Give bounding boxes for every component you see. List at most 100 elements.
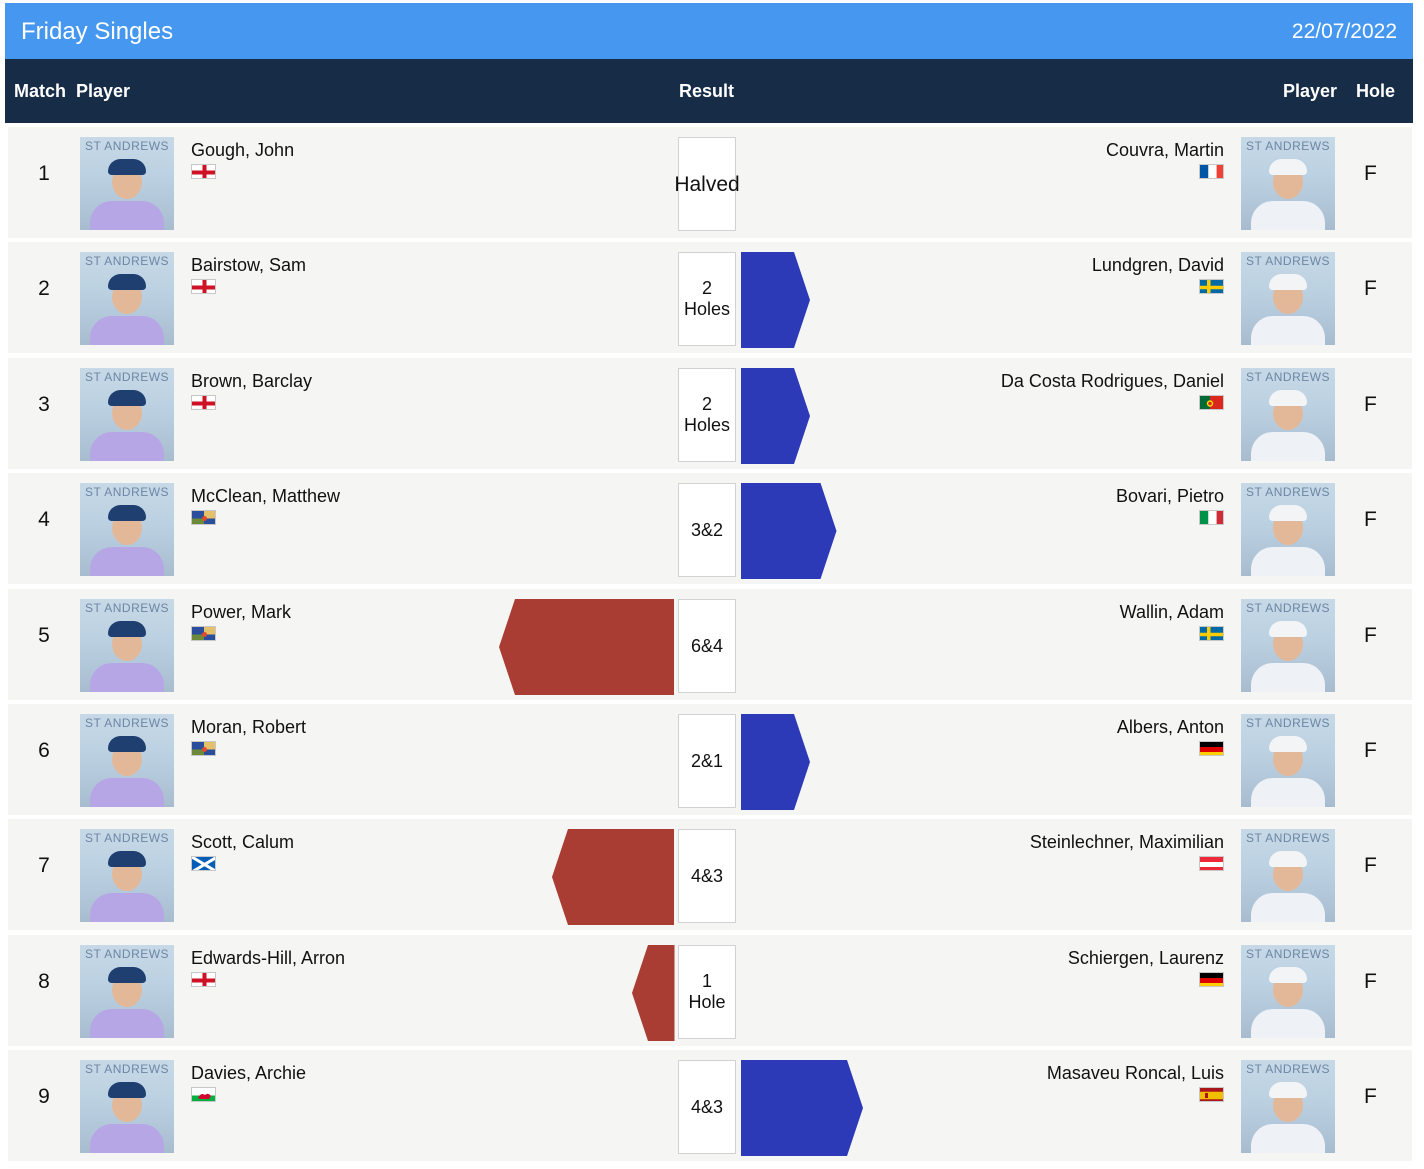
match-row: 1 ST ANDREWS Gough, John Halved Couvra, Mart… xyxy=(8,127,1412,238)
match-number: 9 xyxy=(38,1085,50,1108)
match-row: 7 ST ANDREWS Scott, Calum 4&3 Steinlechner, … xyxy=(8,819,1412,930)
match-result: 2 Holes xyxy=(678,252,736,346)
photo-caption: ST ANDREWS xyxy=(1245,139,1331,153)
photo-caption: ST ANDREWS xyxy=(84,831,170,845)
match-hole: F xyxy=(1364,970,1377,993)
left-player-photo: ST ANDREWS xyxy=(80,945,174,1038)
right-flag-icon xyxy=(1199,395,1224,410)
match-result: Halved xyxy=(674,137,740,231)
right-player-name: Albers, Anton xyxy=(1116,717,1224,737)
left-flag-icon xyxy=(191,741,216,756)
photo-caption: ST ANDREWS xyxy=(1245,370,1331,384)
left-player-photo: ST ANDREWS xyxy=(80,252,174,345)
photo-caption: ST ANDREWS xyxy=(84,601,170,615)
photo-caption: ST ANDREWS xyxy=(84,139,170,153)
right-player-name: Wallin, Adam xyxy=(1119,602,1224,622)
match-number: 7 xyxy=(38,854,50,877)
right-flag-icon xyxy=(1199,972,1224,987)
photo-caption: ST ANDREWS xyxy=(84,1062,170,1076)
match-result: 2 Holes xyxy=(678,368,736,462)
match-number: 3 xyxy=(38,393,50,416)
match-result: 6&4 xyxy=(678,599,736,693)
left-player-name: Davies, Archie xyxy=(191,1063,307,1083)
match-row: 8 ST ANDREWS Edwards-Hill, Arron 1 Hole Schi… xyxy=(8,935,1412,1046)
left-player-name: Moran, Robert xyxy=(191,717,307,737)
match-number: 5 xyxy=(38,624,50,647)
right-flag-icon xyxy=(1199,164,1224,179)
left-player-name: Edwards-Hill, Arron xyxy=(191,948,346,968)
photo-caption: ST ANDREWS xyxy=(84,370,170,384)
match-row: 4 ST ANDREWS McClean, Matthew 3&2 Bovari, Pi… xyxy=(8,473,1412,584)
right-flag-icon xyxy=(1199,279,1224,294)
left-flag-icon xyxy=(191,395,216,410)
left-player-name: Brown, Barclay xyxy=(191,371,313,391)
photo-caption: ST ANDREWS xyxy=(1245,601,1331,615)
match-row: 5 ST ANDREWS Power, Mark 6&4 Wallin, Adam ST … xyxy=(8,589,1412,700)
match-number: 4 xyxy=(38,508,50,531)
header-result: Result xyxy=(679,81,735,101)
left-flag-icon xyxy=(191,1087,216,1102)
match-number: 8 xyxy=(38,970,50,993)
right-player-photo: ST ANDREWS xyxy=(1241,829,1335,922)
match-result: 2&1 xyxy=(678,714,736,808)
left-player-name: Power, Mark xyxy=(191,602,292,622)
match-row: 2 ST ANDREWS Bairstow, Sam 2 Holes Lundgren,… xyxy=(8,242,1412,353)
photo-caption: ST ANDREWS xyxy=(84,947,170,961)
left-player-name: Scott, Calum xyxy=(191,832,295,852)
match-hole: F xyxy=(1364,624,1377,647)
match-hole: F xyxy=(1364,854,1377,877)
match-hole: F xyxy=(1364,393,1377,416)
match-hole: F xyxy=(1364,277,1377,300)
left-flag-icon xyxy=(191,510,216,525)
left-player-photo: ST ANDREWS xyxy=(80,714,174,807)
left-flag-icon xyxy=(191,626,216,641)
match-hole: F xyxy=(1364,162,1377,185)
right-player-name: Bovari, Pietro xyxy=(1115,486,1224,506)
match-row: 3 ST ANDREWS Brown, Barclay 2 Holes Da Costa… xyxy=(8,358,1412,469)
right-margin-bar xyxy=(741,483,837,579)
match-row: 9 ST ANDREWS Davies, Archie 4&3 Masaveu Ronc… xyxy=(8,1050,1412,1161)
left-player-photo: ST ANDREWS xyxy=(80,1060,174,1153)
right-margin-bar xyxy=(741,1060,863,1156)
right-margin-bar xyxy=(741,252,810,348)
right-player-name: Schiergen, Laurenz xyxy=(1067,948,1224,968)
right-player-photo: ST ANDREWS xyxy=(1241,945,1335,1038)
match-result: 3&2 xyxy=(678,483,736,577)
match-hole: F xyxy=(1364,1085,1377,1108)
right-flag-icon xyxy=(1199,741,1224,756)
match-hole: F xyxy=(1364,739,1377,762)
event-date: 22/07/2022 xyxy=(1291,20,1397,43)
right-player-photo: ST ANDREWS xyxy=(1241,483,1335,576)
left-player-name: McClean, Matthew xyxy=(191,486,341,506)
right-flag-icon xyxy=(1199,510,1224,525)
match-result: 4&3 xyxy=(678,829,736,923)
header-hole: Hole xyxy=(1356,81,1396,101)
left-player-name: Bairstow, Sam xyxy=(191,255,307,275)
right-player-name: Da Costa Rodrigues, Daniel xyxy=(1000,371,1224,391)
left-margin-bar xyxy=(552,829,674,925)
page-title: Friday Singles xyxy=(21,18,174,45)
photo-caption: ST ANDREWS xyxy=(84,254,170,268)
left-margin-bar xyxy=(631,945,674,1041)
right-flag-icon xyxy=(1199,626,1224,641)
header-player-right: Player xyxy=(1283,81,1338,101)
match-number: 6 xyxy=(38,739,50,762)
left-flag-icon xyxy=(191,856,216,871)
right-player-photo: ST ANDREWS xyxy=(1241,1060,1335,1153)
match-result: 1 Hole xyxy=(678,945,736,1039)
left-player-photo: ST ANDREWS xyxy=(80,829,174,922)
right-player-photo: ST ANDREWS xyxy=(1241,368,1335,461)
title-bar: Friday Singles 22/07/2022 xyxy=(5,3,1413,59)
photo-caption: ST ANDREWS xyxy=(84,716,170,730)
header-match: Match xyxy=(14,81,67,101)
left-margin-bar xyxy=(499,599,674,695)
photo-caption: ST ANDREWS xyxy=(1245,254,1331,268)
table-header: Match Player Result Player Hole xyxy=(5,59,1413,123)
photo-caption: ST ANDREWS xyxy=(1245,947,1331,961)
right-player-photo: ST ANDREWS xyxy=(1241,137,1335,230)
right-player-name: Steinlechner, Maximilian xyxy=(1029,832,1224,852)
right-player-photo: ST ANDREWS xyxy=(1241,599,1335,692)
photo-caption: ST ANDREWS xyxy=(84,485,170,499)
right-player-name: Lundgren, David xyxy=(1091,255,1224,275)
match-number: 1 xyxy=(38,162,50,185)
